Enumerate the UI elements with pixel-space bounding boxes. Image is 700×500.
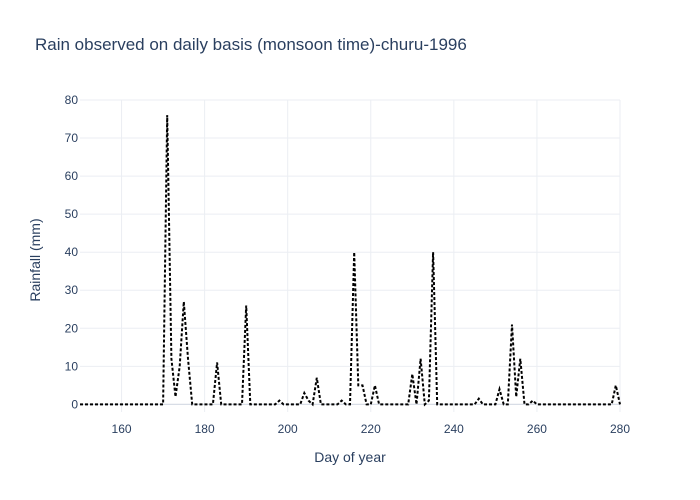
y-tick-label: 70 xyxy=(65,131,79,145)
x-tick-labels: 160 180 200 220 240 260 280 xyxy=(112,422,631,436)
y-tick-label: 40 xyxy=(65,245,79,259)
y-tick-labels: 0 10 20 30 40 50 60 70 80 xyxy=(65,93,79,411)
chart-title: Rain observed on daily basis (monsoon ti… xyxy=(35,35,467,54)
y-axis-title: Rainfall (mm) xyxy=(27,218,43,301)
x-tick-label: 280 xyxy=(610,422,630,436)
series-layer xyxy=(80,115,621,407)
x-tick-label: 260 xyxy=(527,422,547,436)
y-tick-label: 50 xyxy=(65,207,79,221)
y-tick-label: 60 xyxy=(65,169,79,183)
y-tick-label: 80 xyxy=(65,93,79,107)
y-tick-label: 20 xyxy=(65,321,79,335)
grid-layer xyxy=(80,99,621,412)
y-tick-label: 10 xyxy=(65,359,79,373)
x-tick-label: 160 xyxy=(112,422,132,436)
x-tick-label: 220 xyxy=(361,422,381,436)
rainfall-series-line xyxy=(80,115,621,407)
y-tick-label: 30 xyxy=(65,283,79,297)
x-axis-title: Day of year xyxy=(314,449,386,465)
x-tick-label: 200 xyxy=(278,422,298,436)
y-tick-label: 0 xyxy=(71,397,78,411)
x-tick-label: 240 xyxy=(444,422,464,436)
x-tick-label: 180 xyxy=(195,422,215,436)
